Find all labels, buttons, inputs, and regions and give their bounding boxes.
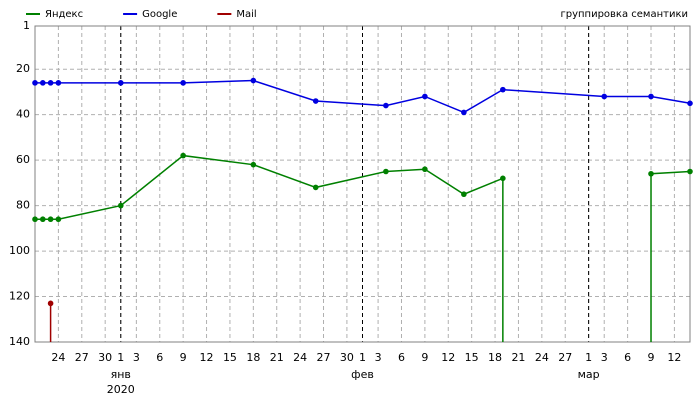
x-tick-label: 18 xyxy=(246,351,260,364)
x-tick-label: 9 xyxy=(648,351,655,364)
x-tick-label: 15 xyxy=(223,351,237,364)
data-point xyxy=(47,300,54,307)
data-point xyxy=(500,175,506,182)
x-tick-label: 12 xyxy=(200,351,214,364)
x-tick-label: 27 xyxy=(558,351,572,364)
y-tick-label: 100 xyxy=(9,244,30,257)
month-label: янв xyxy=(111,368,131,381)
data-point xyxy=(383,168,389,175)
y-tick-label: 20 xyxy=(16,62,30,75)
data-point xyxy=(383,102,389,109)
month-label: фев xyxy=(351,368,374,381)
annotation: группировка семантики xyxy=(560,9,688,20)
x-tick-label: 6 xyxy=(156,351,163,364)
legend-label: Mail xyxy=(236,9,256,20)
x-tick-label: 24 xyxy=(293,351,307,364)
x-tick-label: 1 xyxy=(117,351,124,364)
x-tick-label: 3 xyxy=(133,351,140,364)
x-tick-label: 12 xyxy=(667,351,681,364)
data-point xyxy=(47,80,54,86)
x-tick-label: 1 xyxy=(359,351,366,364)
x-tick-label: 3 xyxy=(601,351,608,364)
y-tick-label: 140 xyxy=(9,335,30,348)
data-point xyxy=(32,80,38,86)
data-point xyxy=(601,93,608,100)
x-tick-label: 27 xyxy=(75,351,89,364)
data-point xyxy=(47,216,54,223)
x-tick-label: 27 xyxy=(317,351,331,364)
data-point xyxy=(117,80,124,86)
month-label: мар xyxy=(578,368,600,381)
x-tick-label: 3 xyxy=(375,351,382,364)
legend-label: Google xyxy=(142,9,177,20)
data-point xyxy=(117,202,124,209)
x-tick-label: 6 xyxy=(624,351,631,364)
data-point xyxy=(180,80,186,86)
x-tick-label: 1 xyxy=(585,351,592,364)
data-point xyxy=(687,100,693,107)
x-tick-label: 12 xyxy=(441,351,455,364)
data-point xyxy=(39,80,46,86)
data-point xyxy=(39,216,46,223)
data-point xyxy=(461,109,467,116)
x-tick-label: 18 xyxy=(488,351,502,364)
data-point xyxy=(32,216,38,223)
x-tick-label: 30 xyxy=(98,351,112,364)
x-tick-label: 24 xyxy=(51,351,65,364)
legend-label: Яндекс xyxy=(45,9,83,20)
y-tick-label: 120 xyxy=(9,290,30,303)
x-tick-label: 30 xyxy=(340,351,354,364)
data-point xyxy=(422,166,428,173)
plot-border xyxy=(34,25,691,343)
data-point xyxy=(648,93,654,100)
data-point xyxy=(500,86,506,93)
data-point xyxy=(55,80,62,86)
x-tick-label: 15 xyxy=(465,351,479,364)
year-label: 2020 xyxy=(107,383,135,396)
x-tick-label: 24 xyxy=(535,351,549,364)
x-tick-label: 21 xyxy=(511,351,525,364)
data-point xyxy=(250,161,257,168)
data-point xyxy=(312,98,319,104)
y-tick-label: 60 xyxy=(16,153,30,166)
y-tick-label: 80 xyxy=(16,199,30,212)
data-point xyxy=(461,191,467,198)
data-point xyxy=(687,168,693,175)
y-tick-label: 1 xyxy=(23,19,30,32)
data-point xyxy=(55,216,62,223)
data-point xyxy=(422,93,428,100)
x-tick-label: 9 xyxy=(421,351,428,364)
x-tick-label: 9 xyxy=(180,351,187,364)
y-tick-label: 40 xyxy=(16,108,30,121)
data-point xyxy=(648,170,654,177)
data-point xyxy=(250,77,257,84)
x-tick-label: 6 xyxy=(398,351,405,364)
data-point xyxy=(180,152,186,159)
x-tick-label: 21 xyxy=(270,351,284,364)
data-point xyxy=(312,184,319,191)
